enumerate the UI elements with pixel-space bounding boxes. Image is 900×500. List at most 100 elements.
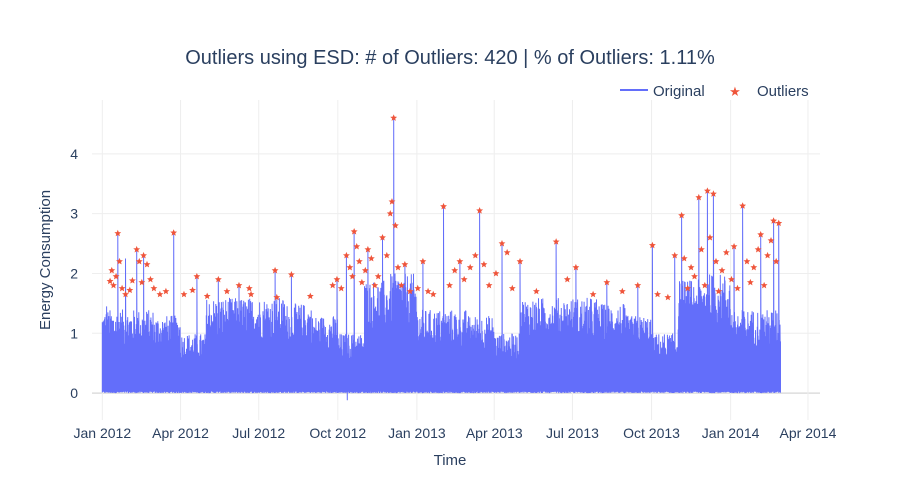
- outlier-point: [394, 263, 402, 271]
- outlier-point: [355, 257, 363, 265]
- outlier-point: [424, 287, 432, 295]
- outlier-point: [695, 193, 703, 201]
- outlier-point: [329, 281, 337, 289]
- x-axis-title: Time: [434, 452, 467, 469]
- outlier-point: [634, 281, 642, 289]
- outlier-point: [401, 260, 409, 268]
- x-tick-label: Jul 2013: [546, 425, 599, 441]
- outlier-point: [471, 251, 479, 259]
- outlier-point: [245, 284, 253, 292]
- outlier-point: [466, 263, 474, 271]
- outlier-point: [156, 290, 164, 298]
- outlier-point: [126, 286, 134, 294]
- outlier-point: [118, 284, 126, 292]
- outlier-point: [342, 251, 350, 259]
- outlier-point: [680, 254, 688, 262]
- outlier-point: [150, 284, 158, 292]
- original-series-line: [101, 117, 781, 401]
- outlier-point: [390, 114, 398, 121]
- legend-item-original[interactable]: Original: [620, 83, 705, 100]
- outlier-point: [476, 207, 484, 214]
- legend-label-outliers: Outliers: [757, 83, 809, 100]
- chart-title: Outliers using ESD: # of Outliers: 420 |…: [185, 47, 715, 69]
- plot-area: [101, 114, 783, 401]
- outlier-point: [712, 257, 720, 265]
- outlier-point: [480, 260, 488, 268]
- y-axis-title: Energy Consumption: [37, 190, 54, 330]
- outlier-point: [451, 266, 459, 274]
- outlier-point: [140, 251, 147, 259]
- outlier-point: [691, 272, 698, 280]
- outlier-point: [706, 233, 714, 241]
- outlier-point: [364, 245, 372, 253]
- outlier-point: [135, 257, 143, 265]
- outlier-point: [108, 266, 116, 274]
- outlier-point: [678, 211, 686, 219]
- y-tick-label: 4: [70, 146, 78, 162]
- x-tick-label: Jan 2013: [388, 425, 446, 441]
- outlier-point: [429, 290, 437, 298]
- outlier-point: [532, 287, 540, 295]
- outlier-point: [162, 287, 170, 295]
- x-tick-label: Oct 2012: [309, 425, 366, 441]
- outlier-point: [684, 284, 692, 292]
- outlier-point: [122, 290, 129, 298]
- outlier-point: [114, 229, 122, 237]
- outlier-point: [722, 248, 730, 256]
- outlier-point: [214, 275, 222, 283]
- outlier-point: [552, 238, 560, 245]
- outlier-point: [271, 266, 279, 274]
- outlier-point: [589, 290, 597, 298]
- outlier-point: [764, 251, 771, 259]
- outlier-point: [715, 287, 722, 295]
- outlier-point: [133, 245, 141, 253]
- x-tick-label: Apr 2012: [152, 425, 209, 441]
- outlier-point: [760, 281, 768, 289]
- y-axis-ticks: 0 1 2 3 4: [70, 146, 78, 401]
- legend[interactable]: Original ★ Outliers: [620, 83, 809, 100]
- outlier-point: [728, 275, 735, 283]
- outlier-point: [116, 257, 123, 265]
- outlier-point: [414, 284, 422, 292]
- outlier-point: [273, 293, 281, 301]
- outlier-point: [508, 284, 516, 292]
- x-tick-label: Jan 2014: [702, 425, 760, 441]
- outlier-point: [654, 290, 661, 298]
- outlier-point: [128, 277, 136, 284]
- outlier-point: [383, 251, 391, 259]
- outlier-point: [456, 257, 464, 265]
- outlier-point: [750, 263, 758, 271]
- outlier-markers: [106, 114, 783, 301]
- outlier-point: [203, 292, 211, 300]
- outlier-point: [648, 241, 656, 249]
- outlier-point: [767, 236, 775, 244]
- outlier-point: [110, 281, 117, 289]
- outlier-point: [563, 275, 571, 283]
- outlier-point: [147, 275, 154, 283]
- x-tick-label: Jan 2012: [74, 425, 132, 441]
- legend-item-outliers[interactable]: ★ Outliers: [729, 83, 809, 100]
- outlier-point: [703, 187, 711, 194]
- outlier-point: [419, 257, 427, 265]
- outlier-point: [772, 257, 780, 265]
- outlier-point: [503, 248, 511, 256]
- outlier-point: [235, 281, 243, 289]
- outlier-point: [743, 257, 751, 265]
- outlier-point: [223, 287, 231, 295]
- outlier-point: [367, 254, 375, 262]
- outlier-point: [734, 284, 741, 292]
- outlier-point: [671, 251, 679, 259]
- outlier-point: [138, 278, 146, 286]
- outlier-point: [361, 266, 369, 274]
- y-tick-label: 0: [70, 385, 78, 401]
- outlier-point: [746, 278, 754, 286]
- outlier-point: [701, 281, 709, 289]
- outlier-point: [391, 222, 399, 229]
- outlier-point: [306, 292, 314, 300]
- x-axis-ticks: Jan 2012 Apr 2012 Jul 2012 Oct 2012 Jan 2013…: [74, 425, 837, 441]
- outlier-point: [388, 198, 396, 205]
- outlier-point: [516, 257, 524, 265]
- y-tick-label: 2: [70, 265, 78, 281]
- outlier-point: [374, 272, 382, 280]
